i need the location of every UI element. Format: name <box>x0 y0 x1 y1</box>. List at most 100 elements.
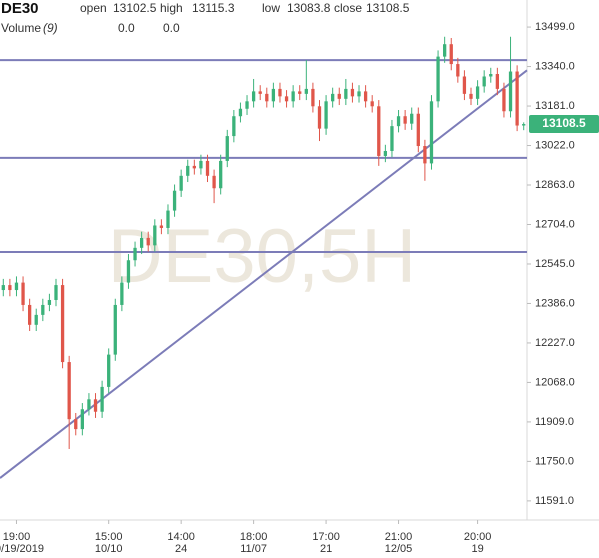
ohlc-label: high <box>160 1 183 15</box>
x-tick-label: 21:00 <box>385 531 413 543</box>
x-tick-date: 11/07 <box>240 543 267 555</box>
candle-body <box>383 150 388 156</box>
y-tick-label: 12386.0 <box>535 297 575 309</box>
x-tick-label: 14:00 <box>167 531 195 543</box>
candle-body <box>416 113 420 147</box>
volume-value: 0.0 <box>163 21 180 35</box>
candle-body <box>126 260 131 283</box>
x-tick-label: 20:00 <box>464 531 492 543</box>
candle-body <box>225 136 229 161</box>
candle-body <box>60 285 65 363</box>
price-tag <box>529 115 599 134</box>
candle-body <box>14 282 19 291</box>
candle-body <box>403 116 407 124</box>
candle-body <box>146 237 150 246</box>
candle-body <box>390 126 394 151</box>
candle-body <box>311 88 315 107</box>
candle-body <box>344 88 348 99</box>
candle-body <box>179 175 183 191</box>
watermark: DE30,5H <box>108 214 416 299</box>
candle-body <box>350 88 355 97</box>
candle-body <box>443 44 447 57</box>
candle-body <box>27 304 32 325</box>
candle-body <box>522 124 526 126</box>
candle-body <box>357 91 361 97</box>
x-tick-date: 10/10 <box>95 543 123 555</box>
y-tick-label: 13499.0 <box>535 21 575 33</box>
candle-body <box>462 76 467 94</box>
ohlc-value: 13108.5 <box>366 1 410 15</box>
candle-body <box>489 74 493 77</box>
candle-body <box>258 91 262 94</box>
candle-body <box>120 282 124 305</box>
trend-line <box>0 69 528 479</box>
candle-body <box>8 285 12 291</box>
y-tick-label: 12227.0 <box>535 337 575 349</box>
candle-body <box>482 76 486 87</box>
candle-body <box>377 106 381 156</box>
legend-header: DE30 open high low close 13102.5 13115.3… <box>1 0 410 35</box>
candle-body <box>245 101 249 109</box>
candle-body <box>469 93 473 99</box>
candle-body <box>100 386 104 412</box>
candle-body <box>21 282 25 305</box>
candle-body <box>54 285 58 300</box>
candle-body <box>80 409 84 430</box>
candle-body <box>232 116 236 137</box>
candle-body <box>133 247 137 261</box>
y-tick-label: 12704.0 <box>535 218 575 230</box>
x-tick-date: 19 <box>471 543 483 555</box>
candle-body <box>317 106 322 129</box>
candle-body <box>363 91 368 102</box>
ohlc-value: 13102.5 <box>113 1 157 15</box>
x-tick-date: 12/05 <box>385 543 413 555</box>
candle-body <box>41 304 45 315</box>
x-tick-date: 24 <box>175 543 187 555</box>
ohlc-label: open <box>80 1 107 15</box>
candle-body <box>1 285 5 291</box>
x-tick-label: 18:00 <box>240 531 268 543</box>
price-tag-label: 13108.5 <box>542 116 586 130</box>
candle-body <box>271 88 276 102</box>
candle-body <box>291 91 295 102</box>
y-tick-label: 11909.0 <box>535 416 574 428</box>
candle-body <box>166 210 170 228</box>
x-tick-label: 17:00 <box>312 531 340 543</box>
ohlc-label: close <box>334 1 362 15</box>
candle-body <box>205 160 210 176</box>
candle-body <box>284 96 289 102</box>
candle-body <box>93 399 98 412</box>
candle-body <box>410 113 414 124</box>
candle-body <box>265 93 269 102</box>
y-tick-label: 13181.0 <box>535 100 575 112</box>
candle-body <box>475 86 480 99</box>
candle-body <box>186 165 190 176</box>
candle-body <box>251 91 256 102</box>
candle-body <box>495 74 500 89</box>
candle-body <box>304 88 308 94</box>
y-tick-label: 13022.0 <box>535 139 575 151</box>
volume-label: Volume <box>1 21 41 35</box>
symbol-title: DE30 <box>1 0 39 17</box>
ohlc-value: 13083.8 <box>287 1 331 15</box>
candle-body <box>212 175 216 189</box>
candle-body <box>423 146 427 164</box>
candle-body <box>396 116 401 127</box>
candle-body <box>139 237 144 248</box>
y-tick-label: 12863.0 <box>535 179 575 191</box>
x-tick-date: 09/19/2019 <box>0 543 44 555</box>
candle-body <box>298 91 302 94</box>
candle-body <box>324 101 328 129</box>
candle-body <box>192 165 196 169</box>
plot-area <box>0 36 528 479</box>
x-tick-label: 15:00 <box>95 531 123 543</box>
candle-body <box>502 88 506 112</box>
candle-body <box>199 160 203 169</box>
candle-body <box>219 160 223 189</box>
candle-body <box>107 354 111 387</box>
candle-body <box>113 304 117 355</box>
candle-body <box>87 399 91 410</box>
candle-body <box>153 225 157 246</box>
volume-value: 0.0 <box>118 21 135 35</box>
candle-body <box>508 71 513 112</box>
